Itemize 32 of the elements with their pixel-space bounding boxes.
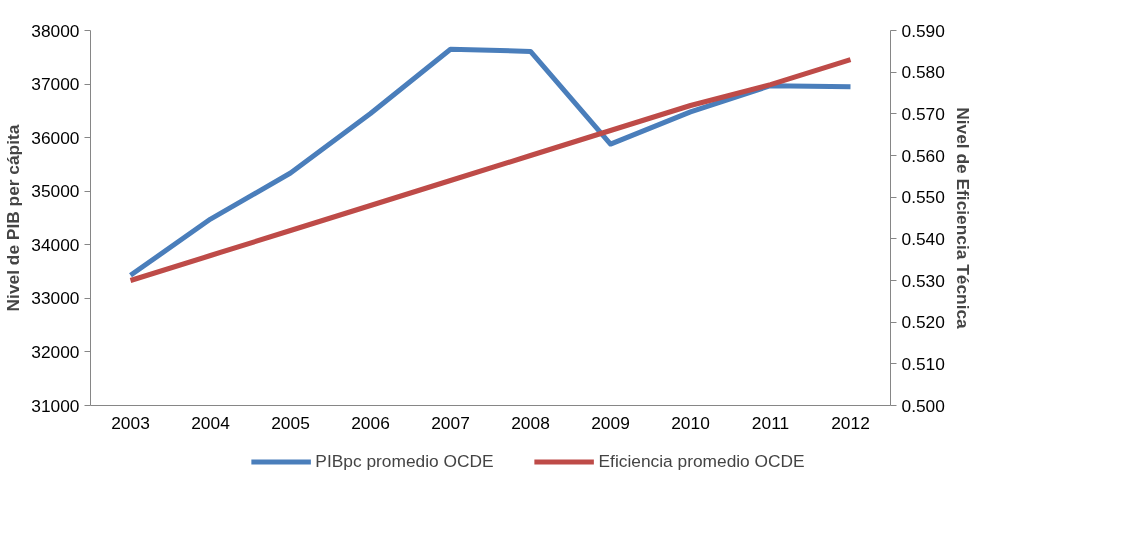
y2-tick-label: 0.520: [901, 312, 945, 333]
legend-label: Eficiencia promedio OCDE: [598, 450, 805, 472]
x-tick-label: 2011: [751, 412, 790, 433]
y2-tick-label: 0.530: [901, 270, 945, 291]
x-tick-label: 2004: [191, 412, 231, 433]
x-tick-label: 2007: [431, 412, 470, 433]
y-tick-label: 32000: [31, 341, 80, 362]
y-tick-label: 38000: [31, 20, 80, 41]
y-tick-label: 34000: [31, 234, 80, 255]
y2-tick-label: 0.510: [901, 353, 945, 374]
y2-tick-label: 0.570: [901, 103, 945, 124]
x-tick-label: 2006: [351, 412, 390, 433]
x-tick-label: 2008: [511, 412, 550, 433]
y2-tick-label: 0.500: [901, 395, 945, 416]
x-tick-label: 2009: [591, 412, 630, 433]
y2-tick-label: 0.540: [901, 228, 945, 249]
y-tick-label: 36000: [31, 127, 80, 148]
x-tick-label: 2012: [831, 412, 870, 433]
y-tick-label: 37000: [31, 74, 80, 95]
x-tick-label: 2003: [111, 412, 150, 433]
y2-tick-label: 0.580: [901, 62, 945, 83]
y2-axis-title: Nivel de Eficiencia Técnica: [952, 107, 973, 330]
y-tick-label: 33000: [31, 288, 80, 309]
y-tick-label: 35000: [31, 181, 80, 202]
y-tick-label: 31000: [31, 395, 80, 416]
legend-label: PIBpc promedio OCDE: [315, 450, 494, 472]
y2-tick-label: 0.590: [901, 20, 945, 41]
x-tick-label: 2005: [271, 412, 310, 433]
x-tick-label: 2010: [671, 412, 710, 433]
y2-tick-label: 0.560: [901, 145, 945, 166]
y2-tick-label: 0.550: [901, 187, 945, 208]
y-axis-title: Nivel de PIB per cápita: [3, 124, 24, 312]
